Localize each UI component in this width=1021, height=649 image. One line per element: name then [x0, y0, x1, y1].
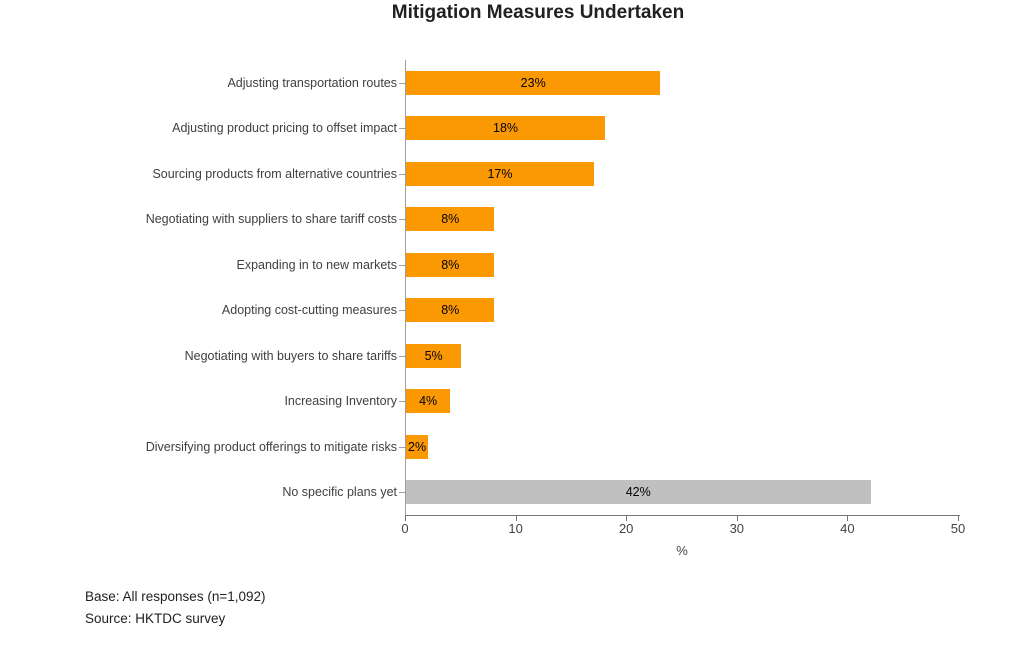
bar-row: No specific plans yet 42% [282, 470, 959, 516]
x-tick-label: 40 [840, 521, 855, 536]
bar: 5% [406, 343, 462, 368]
category-label: Diversifying product offerings to mitiga… [145, 439, 397, 454]
bar-row: Expanding in to new markets 8% [236, 242, 959, 288]
category-label: Adjusting product pricing to offset impa… [172, 121, 397, 136]
bar-row: Sourcing products from alternative count… [152, 151, 959, 197]
bar: 23% [406, 70, 661, 95]
x-tick-mark [958, 515, 959, 521]
bar-value-label: 8% [441, 303, 460, 318]
bar-row: Negotiating with suppliers to share tari… [146, 197, 959, 243]
bar: 4% [406, 389, 451, 414]
bar: 18% [406, 116, 606, 141]
x-tick-mark [736, 515, 738, 521]
bar-row: Increasing Inventory 4% [284, 379, 959, 425]
category-label: Negotiating with buyers to share tariffs [184, 348, 397, 363]
x-tick-label: 50 [950, 521, 966, 536]
category-label: Expanding in to new markets [236, 257, 397, 272]
bar-value-label: 23% [520, 75, 546, 90]
y-tick-mark [399, 355, 405, 357]
bar: 2% [406, 434, 429, 459]
bar-row: Adjusting product pricing to offset impa… [172, 106, 959, 152]
footer-base-note: Base: All responses (n=1,092) [85, 589, 266, 604]
x-tick-mark [626, 515, 628, 521]
bar-row: Negotiating with buyers to share tariffs… [185, 333, 959, 379]
y-tick-mark [399, 264, 405, 266]
y-tick-mark [399, 310, 405, 312]
y-tick-mark [399, 82, 405, 84]
bar: 42% [406, 480, 871, 505]
y-tick-mark [399, 219, 405, 221]
category-label: Sourcing products from alternative count… [152, 166, 397, 181]
chart-footer: Base: All responses (n=1,092) Source: HK… [85, 586, 265, 630]
y-tick-mark [399, 401, 405, 403]
y-tick-mark [399, 492, 405, 494]
bar-row: Adopting cost-cutting measures 8% [222, 288, 959, 334]
plot-rows: Adjusting transportation routes 23% Adjust… [146, 60, 959, 516]
bar-value-label: 8% [441, 257, 460, 272]
x-axis-title: % [676, 543, 688, 558]
bar: 8% [406, 298, 495, 323]
category-label: No specific plans yet [282, 485, 397, 500]
x-tick-label: 0 [401, 521, 409, 536]
x-tick-label: 30 [729, 521, 745, 536]
y-tick-mark [399, 446, 405, 448]
x-tick-mark [515, 515, 517, 521]
bar-value-label: 4% [419, 394, 438, 409]
x-tick-mark [405, 515, 406, 521]
bar-value-label: 8% [441, 212, 460, 227]
category-label: Adjusting transportation routes [227, 75, 397, 90]
bar-row: Adjusting transportation routes 23% [227, 60, 959, 106]
x-tick-label: 20 [618, 521, 634, 536]
y-tick-mark [399, 128, 405, 130]
bar-value-label: 2% [408, 439, 427, 454]
bar-value-label: 18% [493, 121, 519, 136]
bar: 8% [406, 207, 495, 232]
bar-value-label: 42% [625, 485, 651, 500]
footer-source-note: Source: HKTDC survey [85, 611, 226, 626]
plot-area: Adjusting transportation routes 23% Adjust… [146, 60, 959, 516]
bar-row: Diversifying product offerings to mitiga… [146, 424, 959, 470]
x-tick-label: 10 [508, 521, 523, 536]
x-axis-line [405, 515, 960, 516]
bar-value-label: 17% [487, 166, 513, 181]
category-label: Increasing Inventory [284, 394, 397, 409]
x-tick-mark [847, 515, 849, 521]
chart-title: Mitigation Measures Undertaken [391, 2, 685, 23]
bar-value-label: 5% [424, 348, 443, 363]
bar: 8% [406, 252, 495, 277]
category-label: Adopting cost-cutting measures [221, 303, 397, 318]
category-label: Negotiating with suppliers to share tari… [145, 212, 397, 227]
y-tick-mark [399, 173, 405, 175]
bar: 17% [406, 161, 595, 186]
